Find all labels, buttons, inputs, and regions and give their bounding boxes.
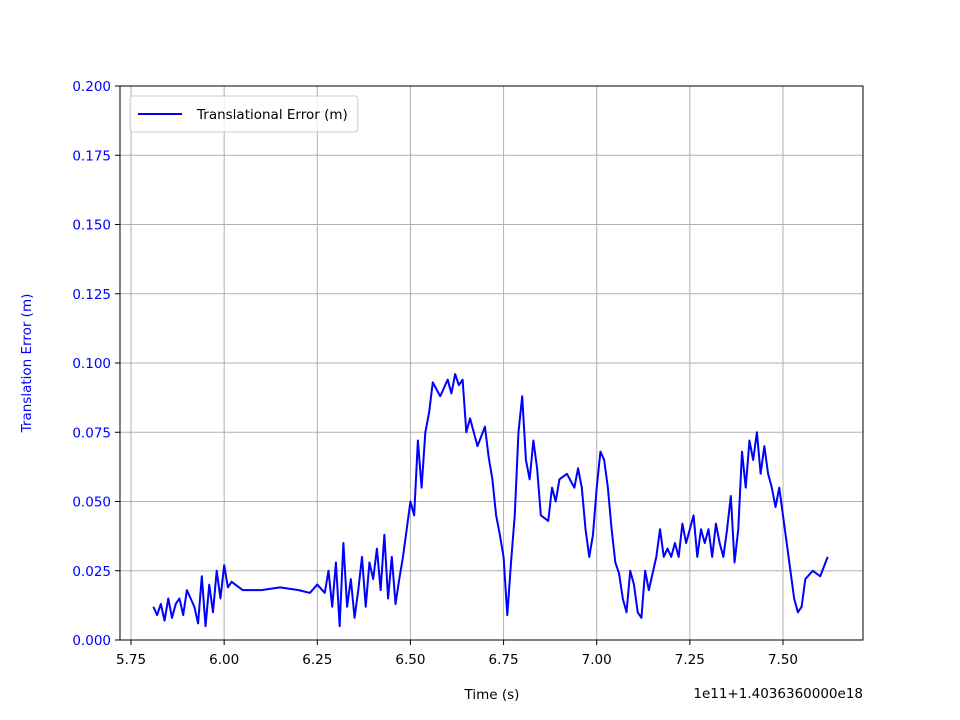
y-axis-label: Translation Error (m) xyxy=(19,294,35,434)
plot-frame xyxy=(119,85,864,641)
y-tick-label: 0.200 xyxy=(72,79,111,95)
x-tick-label: 6.00 xyxy=(209,652,239,668)
y-tick-label: 0.075 xyxy=(72,425,111,441)
x-tick-label: 7.00 xyxy=(582,652,612,668)
x-tick-label: 7.25 xyxy=(675,652,705,668)
legend-label: Translational Error (m) xyxy=(196,107,348,123)
data-line xyxy=(152,373,829,628)
x-tick-label: 6.50 xyxy=(395,652,425,668)
x-tick-label: 5.75 xyxy=(116,652,146,668)
x-axis-label: Time (s) xyxy=(464,687,520,703)
x-tick-label: 6.75 xyxy=(489,652,519,668)
x-tick-label: 6.25 xyxy=(302,652,332,668)
y-tick-label: 0.175 xyxy=(72,148,111,164)
y-tick-label: 0.000 xyxy=(72,633,111,649)
y-tick-label: 0.150 xyxy=(72,218,111,234)
y-tick-label: 0.125 xyxy=(72,287,111,303)
y-tick-label: 0.100 xyxy=(72,356,111,372)
x-tick-label: 7.50 xyxy=(768,652,798,668)
y-tick-label: 0.025 xyxy=(72,564,111,580)
legend-box xyxy=(129,95,359,133)
y-tick-label: 0.050 xyxy=(72,495,111,511)
legend: Translational Error (m) xyxy=(129,95,359,133)
x-offset-text: 1e11+1.4036360000e18 xyxy=(693,686,863,702)
